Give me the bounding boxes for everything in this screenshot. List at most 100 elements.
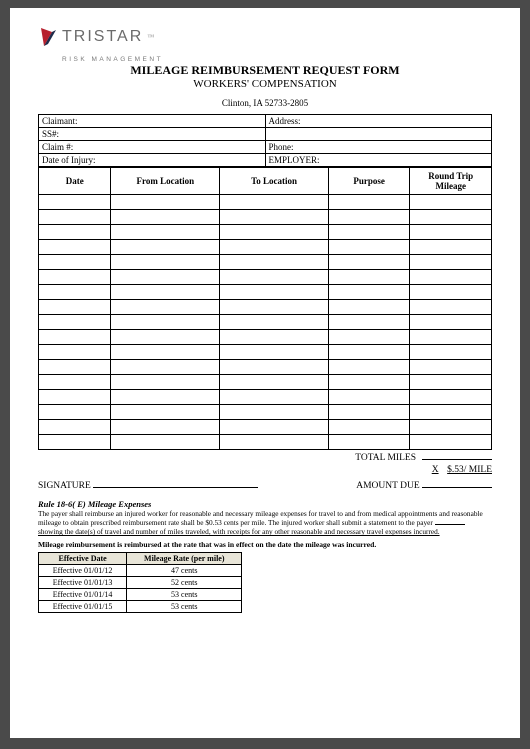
mileage-cell[interactable] xyxy=(328,270,410,285)
mileage-cell[interactable] xyxy=(220,330,329,345)
rule-body-underlined: showing the date(s) of travel and number… xyxy=(38,527,440,536)
rule-body: The payer shall reimburse an injured wor… xyxy=(38,509,492,536)
mileage-cell[interactable] xyxy=(39,210,111,225)
mileage-cell[interactable] xyxy=(220,375,329,390)
mileage-cell[interactable] xyxy=(220,390,329,405)
mileage-cell[interactable] xyxy=(39,390,111,405)
mileage-cell[interactable] xyxy=(410,360,492,375)
mileage-cell[interactable] xyxy=(410,255,492,270)
mileage-cell[interactable] xyxy=(220,345,329,360)
mileage-cell[interactable] xyxy=(328,300,410,315)
mileage-cell[interactable] xyxy=(220,315,329,330)
mileage-cell[interactable] xyxy=(111,420,220,435)
mileage-cell[interactable] xyxy=(220,210,329,225)
mileage-cell[interactable] xyxy=(111,315,220,330)
signature-line[interactable] xyxy=(93,487,258,488)
mileage-cell[interactable] xyxy=(39,360,111,375)
mileage-cell[interactable] xyxy=(410,300,492,315)
mileage-cell[interactable] xyxy=(410,315,492,330)
mileage-cell[interactable] xyxy=(410,345,492,360)
mileage-cell[interactable] xyxy=(111,435,220,450)
mileage-cell[interactable] xyxy=(328,405,410,420)
rate-x: X xyxy=(429,465,441,475)
mileage-cell[interactable] xyxy=(410,270,492,285)
mileage-cell[interactable] xyxy=(111,345,220,360)
table-row xyxy=(39,390,492,405)
mileage-cell[interactable] xyxy=(111,270,220,285)
mileage-cell[interactable] xyxy=(220,285,329,300)
totals-block: TOTAL MILES X $.53/ MILE xyxy=(38,453,492,475)
mileage-cell[interactable] xyxy=(410,420,492,435)
mileage-cell[interactable] xyxy=(410,390,492,405)
mileage-cell[interactable] xyxy=(328,345,410,360)
rate-cell: Effective 01/01/14 xyxy=(39,589,127,601)
mileage-cell[interactable] xyxy=(328,435,410,450)
mileage-cell[interactable] xyxy=(328,225,410,240)
mileage-cell[interactable] xyxy=(410,375,492,390)
mileage-cell[interactable] xyxy=(220,225,329,240)
mileage-cell[interactable] xyxy=(39,375,111,390)
mileage-cell[interactable] xyxy=(111,240,220,255)
mileage-cell[interactable] xyxy=(328,240,410,255)
mileage-cell[interactable] xyxy=(111,360,220,375)
mileage-cell[interactable] xyxy=(410,240,492,255)
mileage-cell[interactable] xyxy=(410,195,492,210)
mileage-header: Date xyxy=(39,168,111,195)
mileage-cell[interactable] xyxy=(410,285,492,300)
mileage-cell[interactable] xyxy=(39,300,111,315)
mileage-cell[interactable] xyxy=(39,255,111,270)
mileage-cell[interactable] xyxy=(39,330,111,345)
mileage-cell[interactable] xyxy=(328,195,410,210)
mileage-cell[interactable] xyxy=(220,300,329,315)
mileage-cell[interactable] xyxy=(220,420,329,435)
mileage-cell[interactable] xyxy=(111,195,220,210)
mileage-cell[interactable] xyxy=(111,300,220,315)
mileage-cell[interactable] xyxy=(328,360,410,375)
mileage-cell[interactable] xyxy=(39,420,111,435)
mileage-cell[interactable] xyxy=(220,435,329,450)
mileage-cell[interactable] xyxy=(39,315,111,330)
rate-cell: 53 cents xyxy=(127,601,242,613)
mileage-cell[interactable] xyxy=(111,330,220,345)
mileage-cell[interactable] xyxy=(410,405,492,420)
mileage-cell[interactable] xyxy=(328,420,410,435)
mileage-cell[interactable] xyxy=(39,435,111,450)
mileage-cell[interactable] xyxy=(39,240,111,255)
mileage-cell[interactable] xyxy=(39,195,111,210)
mileage-cell[interactable] xyxy=(328,315,410,330)
claim-label: Claim #: xyxy=(42,142,73,152)
mileage-cell[interactable] xyxy=(39,405,111,420)
table-row xyxy=(39,345,492,360)
mileage-cell[interactable] xyxy=(39,225,111,240)
mileage-cell[interactable] xyxy=(39,345,111,360)
amount-due-line[interactable] xyxy=(422,487,492,488)
mileage-cell[interactable] xyxy=(111,225,220,240)
total-miles-line[interactable] xyxy=(422,459,492,460)
mileage-cell[interactable] xyxy=(220,195,329,210)
mileage-cell[interactable] xyxy=(410,330,492,345)
mileage-cell[interactable] xyxy=(111,405,220,420)
mileage-cell[interactable] xyxy=(111,375,220,390)
employer-label: EMPLOYER: xyxy=(269,155,320,165)
mileage-cell[interactable] xyxy=(220,360,329,375)
mileage-cell[interactable] xyxy=(410,225,492,240)
mileage-cell[interactable] xyxy=(111,210,220,225)
mileage-cell[interactable] xyxy=(39,285,111,300)
mileage-cell[interactable] xyxy=(328,255,410,270)
mileage-cell[interactable] xyxy=(410,210,492,225)
mileage-cell[interactable] xyxy=(220,255,329,270)
mileage-cell[interactable] xyxy=(220,270,329,285)
mileage-cell[interactable] xyxy=(220,405,329,420)
mileage-cell[interactable] xyxy=(220,240,329,255)
mileage-cell[interactable] xyxy=(328,330,410,345)
mileage-cell[interactable] xyxy=(111,390,220,405)
mileage-cell[interactable] xyxy=(39,270,111,285)
mileage-cell[interactable] xyxy=(328,285,410,300)
mileage-cell[interactable] xyxy=(111,285,220,300)
mileage-cell[interactable] xyxy=(410,435,492,450)
claimant-label: Claimant: xyxy=(42,116,78,126)
mileage-cell[interactable] xyxy=(111,255,220,270)
mileage-cell[interactable] xyxy=(328,390,410,405)
mileage-cell[interactable] xyxy=(328,210,410,225)
mileage-cell[interactable] xyxy=(328,375,410,390)
